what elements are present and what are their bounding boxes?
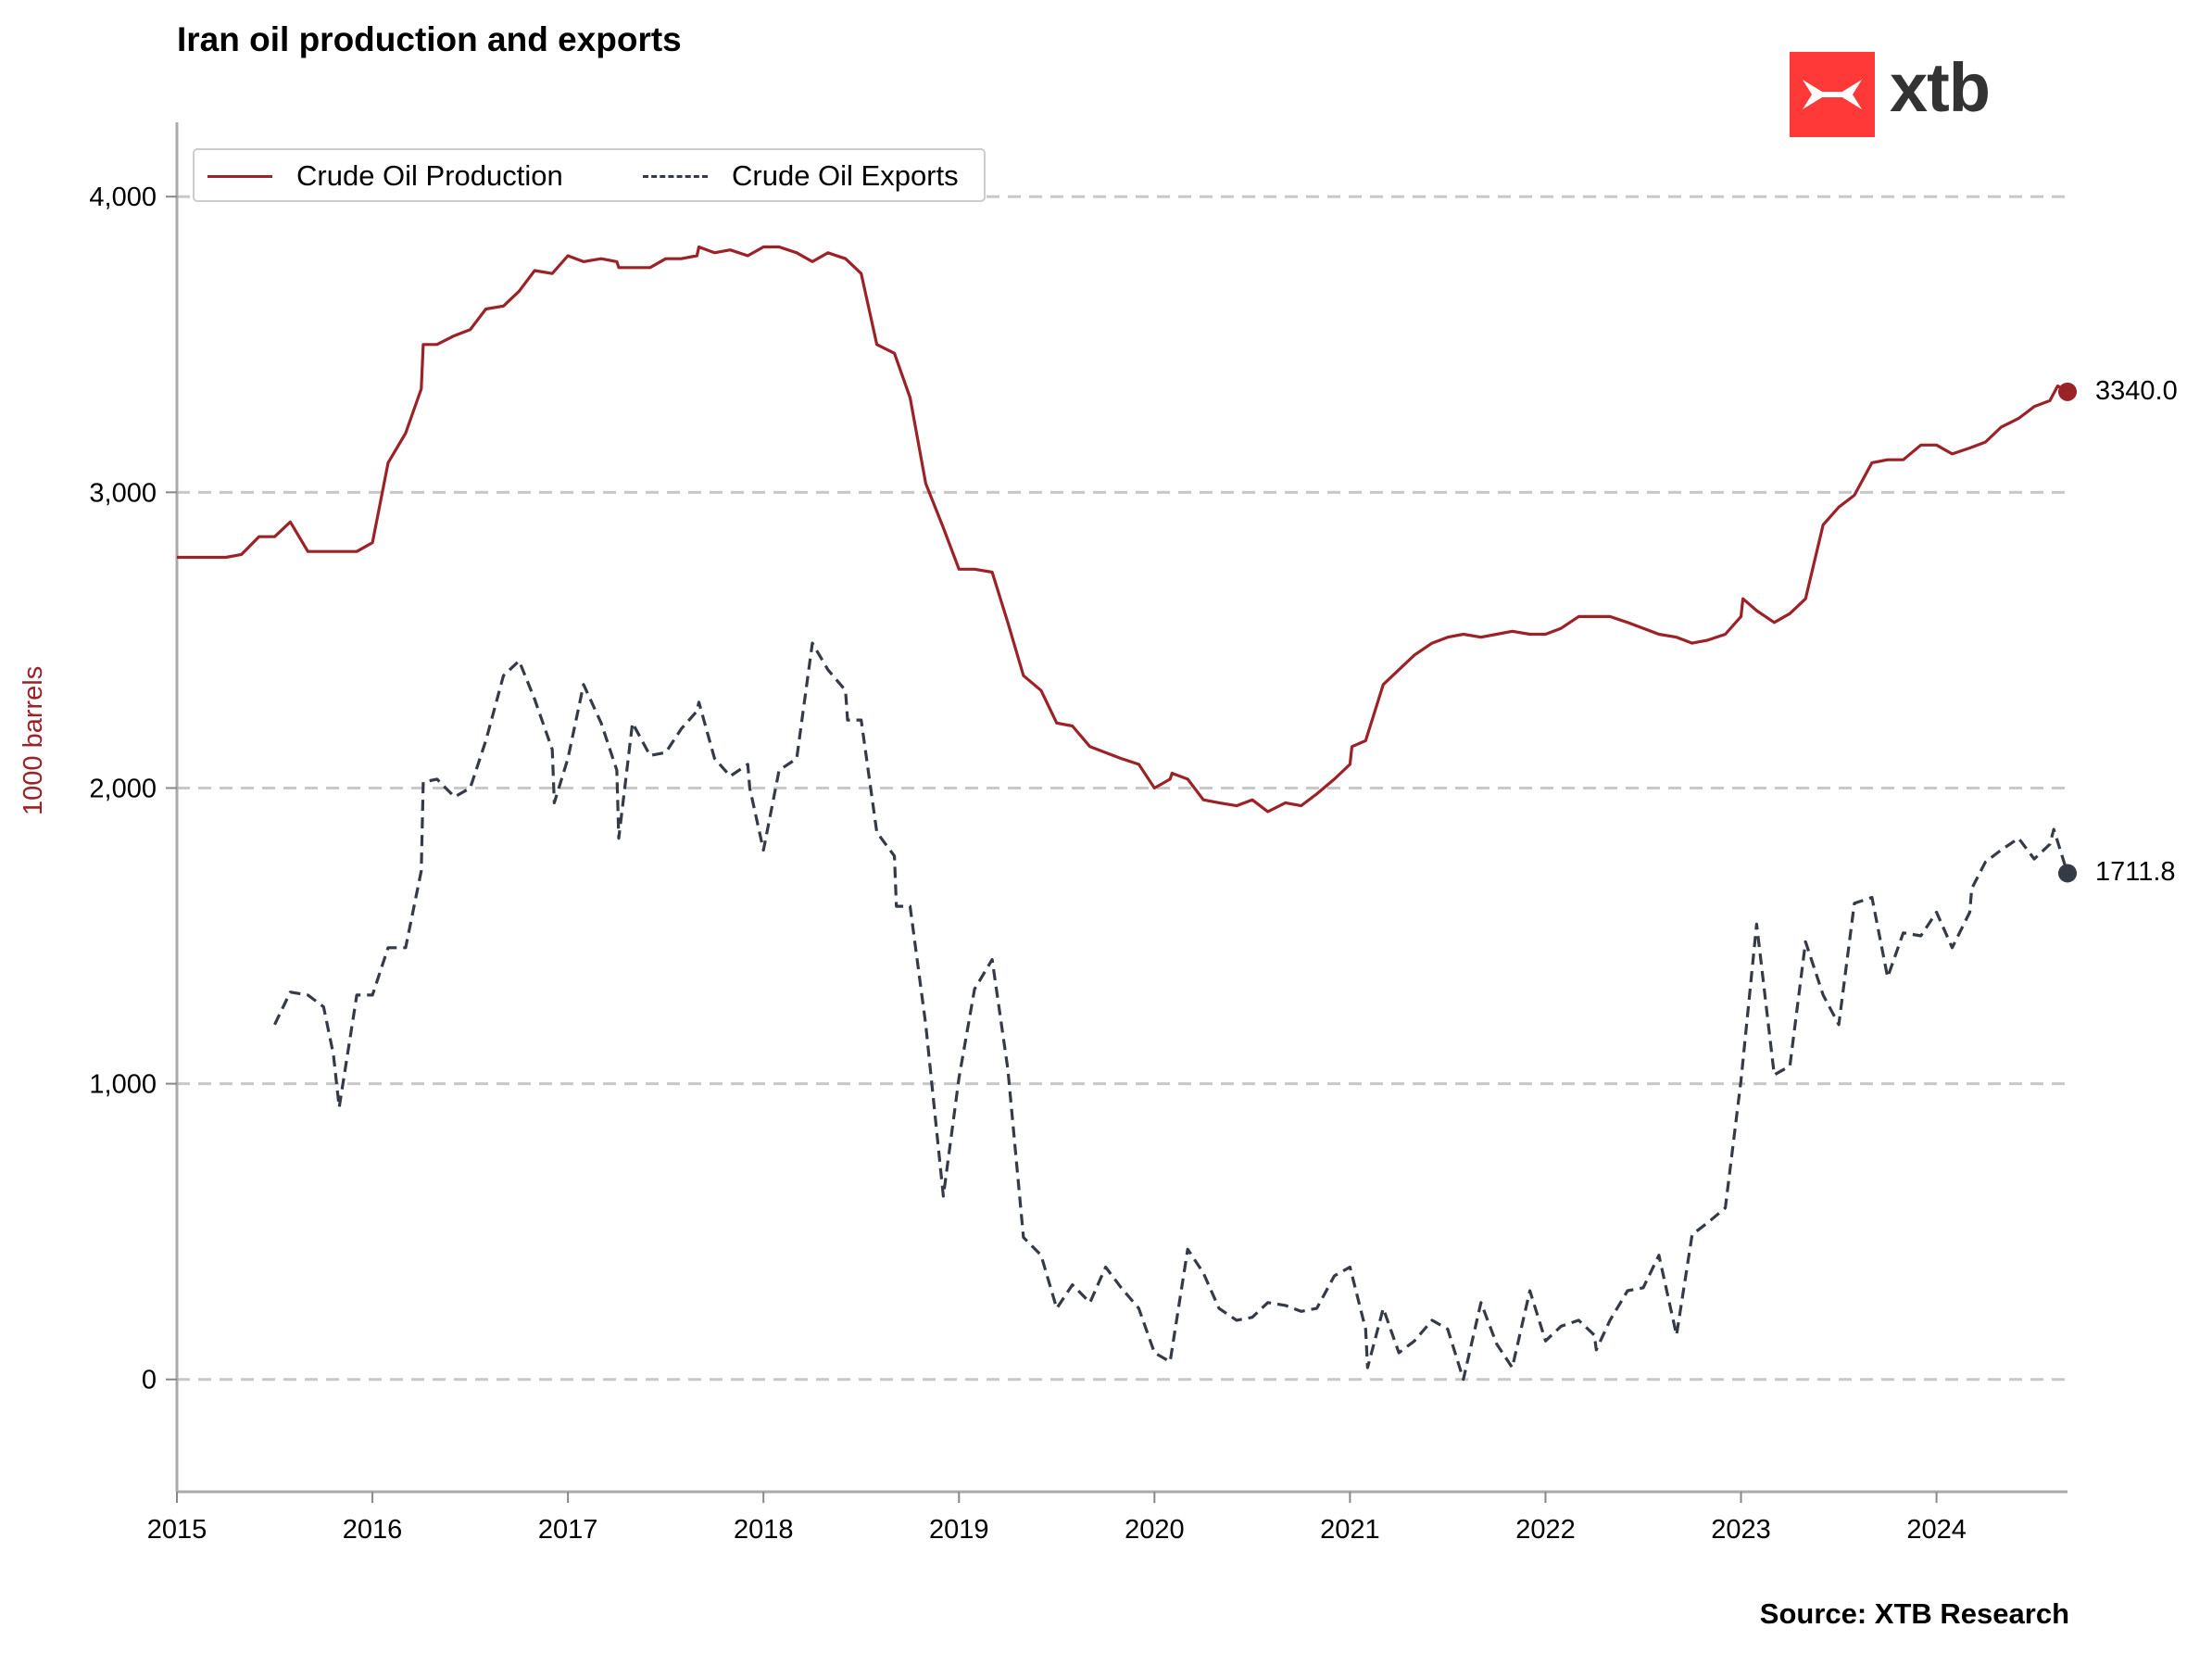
end-value-label-exports: 1711.8: [2095, 857, 2176, 888]
x-tick-label: 2022: [1515, 1515, 1576, 1545]
x-tick-label: 2023: [1711, 1515, 1771, 1545]
series-line-production: [177, 245, 2068, 814]
x-tick-label: 2020: [1125, 1515, 1185, 1545]
source-note: Source: XTB Research: [1759, 1597, 2069, 1630]
end-marker-exports: [2058, 864, 2077, 883]
y-tick-label: 3,000: [89, 478, 157, 508]
end-value-label-production: 3340.0: [2095, 375, 2178, 406]
y-tick-label: 1,000: [89, 1070, 157, 1100]
x-tick-label: 2018: [734, 1515, 794, 1545]
series: [177, 245, 2069, 1382]
legend-label-exports: Crude Oil Exports: [732, 159, 959, 192]
legend: Crude Oil Production Crude Oil Exports: [193, 148, 986, 202]
legend-label-production: Crude Oil Production: [296, 159, 563, 192]
xtb-logo-mark-icon: [1790, 52, 1875, 137]
gridlines: [177, 195, 2067, 1382]
y-axis-label: 1000 barrels: [19, 665, 48, 815]
legend-swatch-production: [207, 175, 272, 178]
x-tick-label: 2021: [1320, 1515, 1380, 1545]
xtb-logo: xtb: [1790, 49, 2003, 137]
x-tick-label: 2019: [929, 1515, 989, 1545]
xtb-logo-text: xtb: [1890, 49, 1991, 126]
end-marker-production: [2058, 382, 2077, 401]
axes: [175, 122, 2067, 1494]
legend-swatch-exports: [643, 175, 708, 178]
y-tick-label: 4,000: [89, 183, 157, 212]
y-tick-label: 2,000: [89, 774, 157, 803]
ticks: 0 1,000 2,000 3,000 4,000 2015 2016 2017 2018 201…: [89, 183, 1966, 1545]
series-line-exports: [273, 641, 2069, 1382]
x-tick-label: 2016: [343, 1515, 403, 1545]
chart-title: Iran oil production and exports: [177, 20, 682, 58]
x-tick-label: 2015: [147, 1515, 207, 1545]
x-tick-label: 2017: [538, 1515, 598, 1545]
y-tick-label: 0: [142, 1366, 157, 1395]
x-tick-label: 2024: [1906, 1515, 1967, 1545]
end-markers: [2058, 382, 2077, 883]
